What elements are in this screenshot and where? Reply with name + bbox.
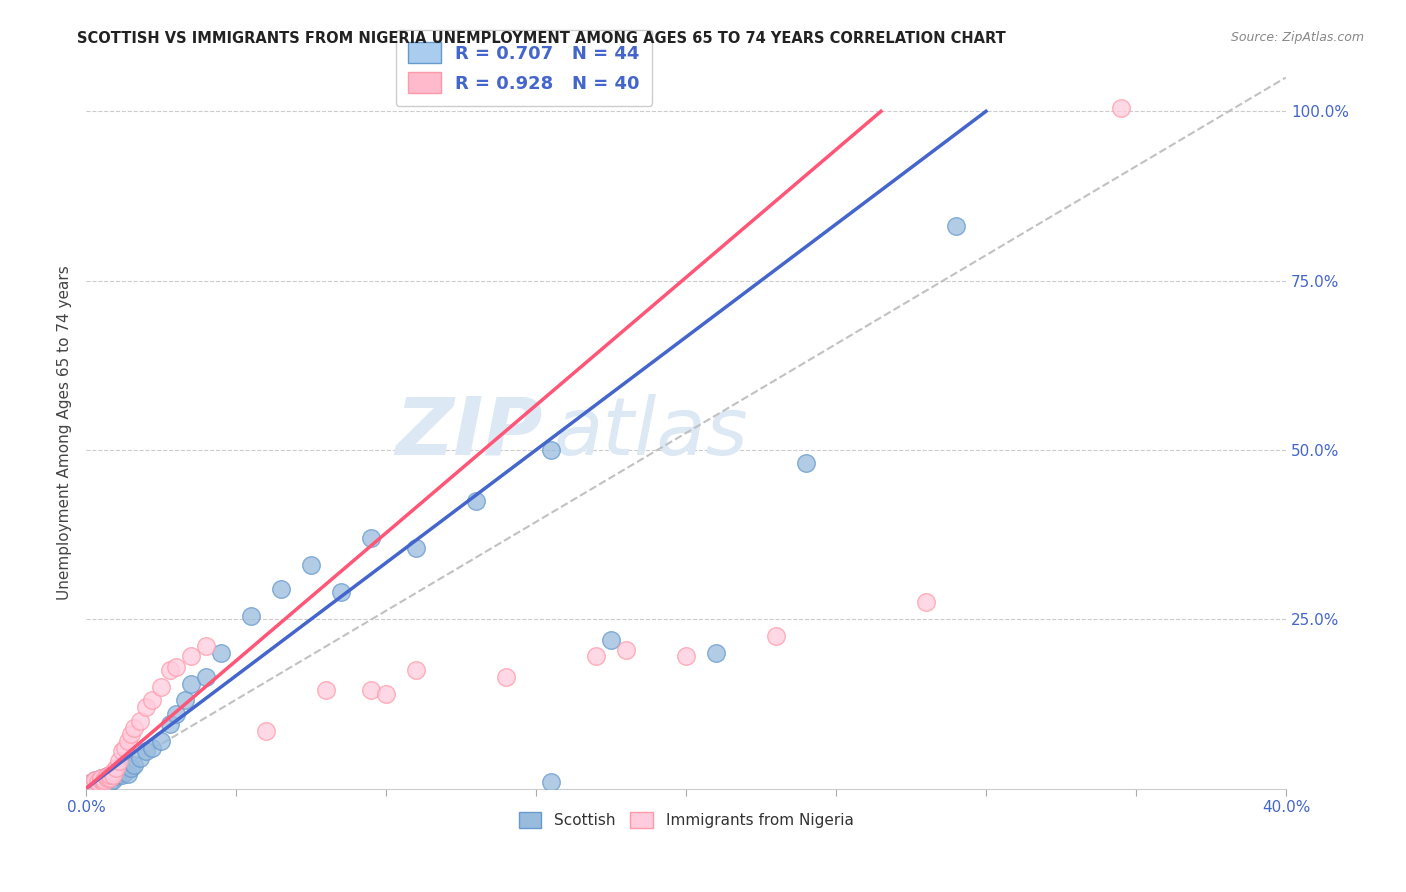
Point bbox=[180, 649, 202, 664]
Point bbox=[84, 773, 107, 788]
Point bbox=[105, 761, 128, 775]
Point bbox=[122, 757, 145, 772]
Point bbox=[98, 772, 121, 786]
Point bbox=[96, 772, 118, 787]
Point bbox=[765, 629, 787, 643]
Point bbox=[165, 706, 187, 721]
Point bbox=[84, 773, 107, 788]
Point bbox=[495, 670, 517, 684]
Point bbox=[117, 766, 139, 780]
Point bbox=[405, 541, 427, 555]
Point bbox=[129, 714, 152, 728]
Point bbox=[135, 700, 157, 714]
Point bbox=[105, 766, 128, 780]
Point bbox=[209, 646, 232, 660]
Point bbox=[315, 683, 337, 698]
Point bbox=[135, 744, 157, 758]
Point bbox=[96, 769, 118, 783]
Point bbox=[90, 773, 112, 788]
Point bbox=[174, 693, 197, 707]
Point bbox=[675, 649, 697, 664]
Point bbox=[159, 717, 181, 731]
Point bbox=[87, 774, 110, 789]
Point bbox=[98, 774, 121, 789]
Point bbox=[299, 558, 322, 572]
Point bbox=[375, 687, 398, 701]
Point bbox=[150, 680, 173, 694]
Text: ZIP: ZIP bbox=[395, 394, 543, 472]
Point bbox=[111, 768, 134, 782]
Point bbox=[122, 721, 145, 735]
Point bbox=[141, 740, 163, 755]
Text: atlas: atlas bbox=[554, 394, 749, 472]
Point bbox=[80, 774, 103, 789]
Y-axis label: Unemployment Among Ages 65 to 74 years: Unemployment Among Ages 65 to 74 years bbox=[58, 266, 72, 600]
Point bbox=[240, 608, 263, 623]
Point bbox=[945, 219, 967, 234]
Point bbox=[93, 773, 115, 788]
Point bbox=[111, 744, 134, 758]
Point bbox=[120, 727, 142, 741]
Point bbox=[117, 734, 139, 748]
Point bbox=[540, 442, 562, 457]
Point bbox=[90, 772, 112, 786]
Point bbox=[114, 764, 136, 779]
Point bbox=[93, 772, 115, 786]
Point bbox=[915, 595, 938, 609]
Point bbox=[150, 734, 173, 748]
Point bbox=[101, 773, 124, 788]
Point bbox=[120, 761, 142, 775]
Point bbox=[90, 772, 112, 786]
Point bbox=[90, 773, 112, 788]
Point bbox=[98, 772, 121, 786]
Point bbox=[80, 774, 103, 789]
Point bbox=[254, 723, 277, 738]
Point bbox=[108, 766, 131, 780]
Point bbox=[165, 659, 187, 673]
Point bbox=[114, 740, 136, 755]
Point bbox=[101, 768, 124, 782]
Point bbox=[87, 774, 110, 789]
Point bbox=[96, 769, 118, 783]
Point bbox=[585, 649, 607, 664]
Point bbox=[600, 632, 623, 647]
Point bbox=[159, 663, 181, 677]
Point bbox=[540, 774, 562, 789]
Point bbox=[129, 751, 152, 765]
Point bbox=[360, 683, 382, 698]
Point bbox=[93, 774, 115, 789]
Point bbox=[270, 582, 292, 596]
Point bbox=[105, 769, 128, 783]
Point bbox=[195, 640, 218, 654]
Point bbox=[141, 693, 163, 707]
Point bbox=[101, 764, 124, 779]
Text: Source: ZipAtlas.com: Source: ZipAtlas.com bbox=[1230, 31, 1364, 45]
Point bbox=[98, 768, 121, 782]
Legend: Scottish, Immigrants from Nigeria: Scottish, Immigrants from Nigeria bbox=[512, 806, 859, 834]
Text: SCOTTISH VS IMMIGRANTS FROM NIGERIA UNEMPLOYMENT AMONG AGES 65 TO 74 YEARS CORRE: SCOTTISH VS IMMIGRANTS FROM NIGERIA UNEM… bbox=[77, 31, 1007, 46]
Point bbox=[704, 646, 727, 660]
Point bbox=[465, 493, 488, 508]
Point bbox=[108, 755, 131, 769]
Point bbox=[405, 663, 427, 677]
Point bbox=[180, 676, 202, 690]
Point bbox=[330, 585, 353, 599]
Point bbox=[794, 457, 817, 471]
Point bbox=[1109, 101, 1132, 115]
Point bbox=[93, 774, 115, 789]
Point bbox=[614, 642, 637, 657]
Point bbox=[360, 531, 382, 545]
Point bbox=[195, 670, 218, 684]
Point bbox=[101, 768, 124, 782]
Point bbox=[96, 772, 118, 786]
